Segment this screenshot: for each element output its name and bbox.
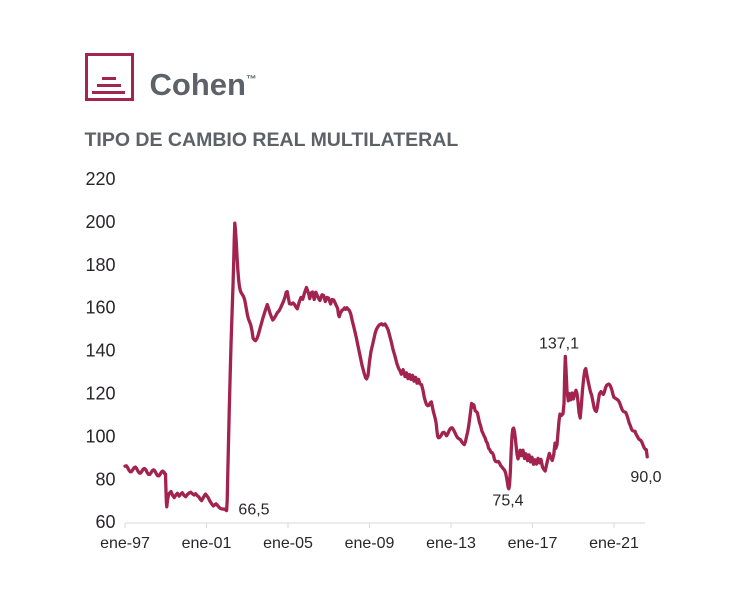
svg-text:120: 120 bbox=[85, 384, 115, 404]
svg-text:160: 160 bbox=[85, 298, 115, 318]
svg-text:ene-01: ene-01 bbox=[182, 535, 232, 552]
svg-text:75,4: 75,4 bbox=[492, 493, 523, 510]
svg-text:140: 140 bbox=[85, 341, 115, 361]
svg-text:80: 80 bbox=[95, 469, 115, 489]
svg-text:ene-97: ene-97 bbox=[100, 535, 150, 552]
svg-text:137,1: 137,1 bbox=[539, 336, 579, 353]
svg-text:180: 180 bbox=[85, 255, 115, 275]
svg-text:90,0: 90,0 bbox=[630, 469, 661, 486]
svg-text:200: 200 bbox=[85, 212, 115, 232]
svg-text:220: 220 bbox=[85, 169, 115, 189]
svg-text:ene-05: ene-05 bbox=[263, 535, 313, 552]
svg-text:60: 60 bbox=[95, 512, 115, 532]
svg-text:ene-21: ene-21 bbox=[589, 535, 639, 552]
svg-text:ene-09: ene-09 bbox=[345, 535, 395, 552]
svg-text:66,5: 66,5 bbox=[238, 502, 269, 519]
svg-text:100: 100 bbox=[85, 426, 115, 446]
svg-text:ene-17: ene-17 bbox=[508, 535, 558, 552]
svg-text:ene-13: ene-13 bbox=[426, 535, 476, 552]
